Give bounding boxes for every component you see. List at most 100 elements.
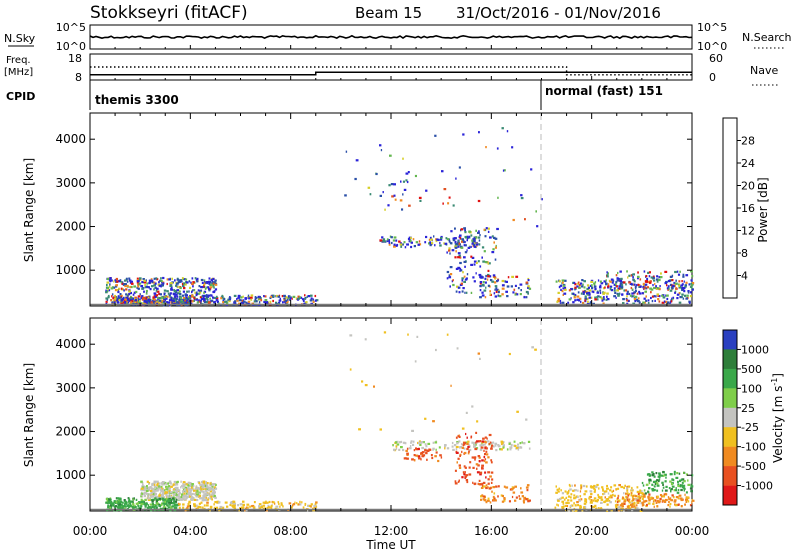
scatter-mark	[154, 497, 157, 500]
scatter-mark	[520, 197, 524, 200]
scatter-mark	[689, 295, 692, 298]
scatter-mark	[201, 499, 204, 502]
scatter-mark	[148, 488, 150, 492]
scatter-mark	[125, 288, 128, 291]
scatter-mark	[578, 499, 581, 502]
scatter-mark	[189, 294, 192, 298]
scatter-mark	[687, 483, 691, 486]
scatter-mark	[305, 301, 308, 304]
scatter-mark	[151, 487, 155, 490]
scatter-mark	[676, 472, 679, 475]
scatter-mark	[580, 506, 583, 509]
scatter-mark	[474, 458, 476, 461]
scatter-mark	[304, 503, 306, 506]
scatter-mark	[462, 133, 465, 136]
scatter-mark	[109, 277, 112, 280]
scatter-mark	[446, 333, 449, 336]
scatter-mark	[393, 194, 396, 197]
colorbar-tick-label: -1000	[741, 480, 773, 493]
scatter-mark	[395, 447, 398, 450]
scatter-mark	[464, 265, 466, 268]
scatter-mark	[156, 287, 159, 290]
scatter-mark	[678, 292, 680, 295]
scatter-mark	[426, 458, 428, 461]
scatter-mark	[588, 293, 591, 296]
scatter-mark	[570, 504, 574, 507]
scatter-mark	[107, 296, 110, 299]
scatter-mark	[195, 489, 197, 492]
scatter-mark	[625, 492, 628, 495]
scatter-mark	[213, 296, 216, 299]
scatter-mark	[623, 289, 625, 292]
scatter-mark	[562, 502, 565, 505]
scatter-mark	[479, 265, 482, 268]
x-tick-label: 16:00	[474, 524, 509, 538]
scatter-mark	[212, 290, 215, 294]
scatter-mark	[682, 297, 685, 300]
scatter-mark	[200, 278, 204, 282]
scatter-mark	[478, 479, 481, 482]
scatter-mark	[191, 483, 194, 486]
scatter-mark	[161, 281, 163, 284]
scatter-mark	[133, 285, 136, 288]
scatter-mark	[609, 494, 613, 497]
scatter-mark	[201, 486, 204, 489]
scatter-mark	[109, 501, 112, 505]
scatter-mark	[487, 273, 490, 277]
scatter-mark	[687, 290, 690, 293]
scatter-mark	[146, 296, 149, 299]
scatter-mark	[655, 278, 659, 281]
scatter-mark	[678, 488, 680, 492]
scatter-mark	[620, 485, 624, 489]
scatter-mark	[606, 275, 609, 278]
scatter-mark	[512, 291, 515, 294]
scatter-mark	[639, 489, 642, 492]
scatter-mark	[178, 299, 181, 302]
scatter-mark	[689, 291, 692, 294]
scatter-mark	[587, 300, 589, 303]
scatter-mark	[105, 300, 108, 303]
scatter-mark	[613, 289, 616, 292]
scatter-mark	[210, 281, 212, 284]
scatter-mark	[484, 436, 487, 439]
scatter-mark	[160, 285, 162, 288]
scatter-mark	[125, 277, 128, 280]
scatter-mark	[559, 302, 562, 305]
scatter-mark	[572, 301, 575, 304]
scatter-mark	[454, 482, 458, 485]
scatter-mark	[364, 338, 367, 341]
scatter-mark	[591, 287, 594, 290]
scatter-mark	[178, 295, 182, 298]
scatter-mark	[639, 499, 641, 502]
scatter-mark	[461, 476, 464, 479]
scatter-mark	[185, 497, 187, 500]
scatter-mark	[669, 502, 672, 506]
scatter-mark	[400, 180, 402, 183]
scatter-mark	[258, 297, 261, 300]
scatter-mark	[211, 498, 213, 501]
scatter-mark	[202, 480, 206, 483]
scatter-mark	[115, 296, 118, 299]
scatter-mark	[143, 299, 146, 302]
scatter-mark	[476, 467, 478, 470]
scatter-mark	[505, 290, 508, 293]
scatter-mark	[151, 502, 154, 505]
scatter-mark	[607, 285, 610, 288]
scatter-mark	[120, 287, 123, 290]
scatter-mark	[141, 298, 144, 301]
scatter-mark	[571, 484, 573, 487]
scatter-mark	[656, 293, 660, 296]
scatter-mark	[392, 444, 394, 447]
scatter-mark	[653, 488, 656, 492]
scatter-mark	[234, 302, 237, 305]
scatter-mark	[485, 227, 488, 230]
scatter-mark	[151, 499, 154, 502]
scatter-mark	[134, 296, 137, 299]
scatter-mark	[192, 281, 195, 284]
scatter-mark	[207, 486, 210, 489]
scatter-mark	[599, 286, 602, 289]
scatter-mark	[626, 505, 629, 508]
scatter-mark	[619, 283, 622, 286]
scatter-mark	[487, 227, 490, 230]
scatter-mark	[485, 450, 488, 453]
